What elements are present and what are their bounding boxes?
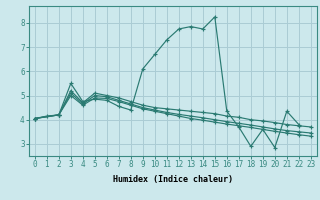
X-axis label: Humidex (Indice chaleur): Humidex (Indice chaleur) (113, 175, 233, 184)
